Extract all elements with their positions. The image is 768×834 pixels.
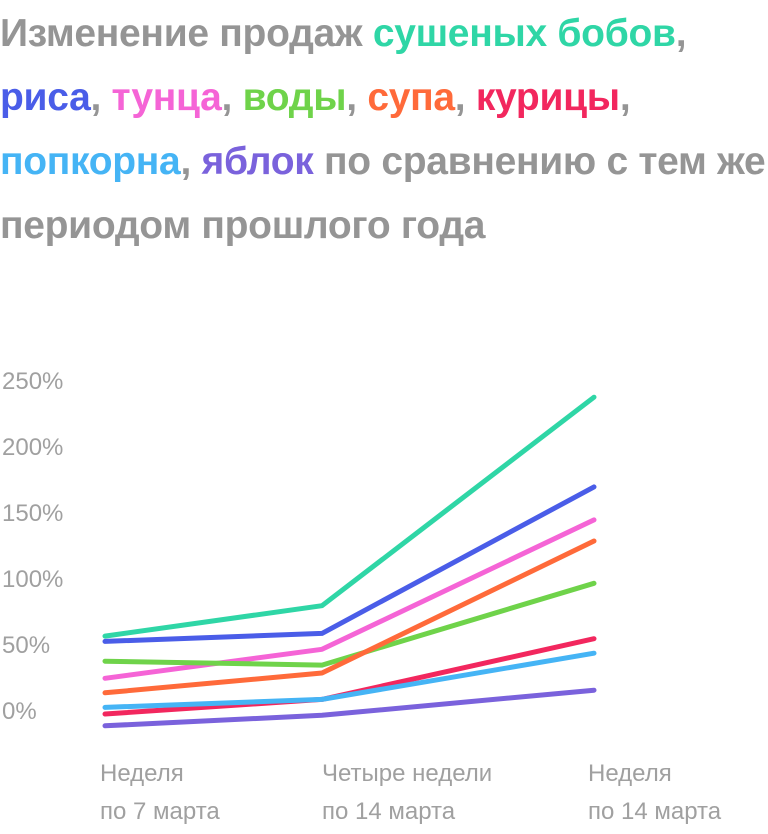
x-tick-label: Неделя: [100, 760, 184, 787]
x-axis: Неделя по 7 марта Четыре недели по 14 марта…: [100, 760, 722, 825]
title-part: яблок: [201, 140, 314, 183]
title-part: по сравнению с тем же периодом прошлого …: [0, 140, 766, 247]
y-axis: 0% 50% 100% 150% 200% 250%: [2, 368, 63, 725]
x-tick-label: Неделя: [588, 760, 672, 787]
y-tick-label: 100%: [2, 566, 63, 593]
series-line-8: [102, 687, 597, 729]
title-part: ,: [90, 76, 112, 119]
title-part: ,: [675, 12, 687, 55]
series-line-3: [102, 517, 597, 681]
series-line-2: [102, 484, 597, 644]
title-part: риса: [0, 76, 91, 119]
title-part: ,: [221, 76, 243, 119]
title-part: ,: [346, 76, 368, 119]
x-tick-label: по 14 марта: [322, 798, 456, 825]
title-part: тунца: [111, 76, 222, 119]
series-line-5: [102, 538, 597, 696]
title-part: курицы: [475, 76, 620, 119]
title-part: Изменение продаж: [0, 12, 373, 55]
line-chart: 0% 50% 100% 150% 200% 250% Неделя по 7 марта Че…: [2, 368, 722, 825]
title-part: ,: [180, 140, 202, 183]
x-tick-label: Четыре недели: [322, 760, 492, 787]
y-tick-label: 0%: [2, 698, 37, 725]
title-part: ,: [619, 76, 631, 119]
y-tick-label: 50%: [2, 632, 50, 659]
x-tick-label: по 14 марта: [588, 798, 722, 825]
title-part: ,: [454, 76, 476, 119]
series-line-1: [102, 394, 597, 639]
series-lines: [102, 394, 597, 729]
y-tick-label: 200%: [2, 434, 63, 461]
title-part: воды: [242, 76, 347, 119]
x-tick-label: по 7 марта: [100, 798, 220, 825]
series-line-7: [102, 650, 597, 710]
y-tick-label: 250%: [2, 368, 63, 395]
chart-title: Изменение продаж сушеных бобов, риса, ту…: [0, 2, 768, 258]
title-part: попкорна: [0, 140, 181, 183]
title-part: супа: [367, 76, 455, 119]
series-line-4: [102, 580, 597, 668]
title-part: сушеных бобов: [372, 12, 676, 55]
y-tick-label: 150%: [2, 500, 63, 527]
